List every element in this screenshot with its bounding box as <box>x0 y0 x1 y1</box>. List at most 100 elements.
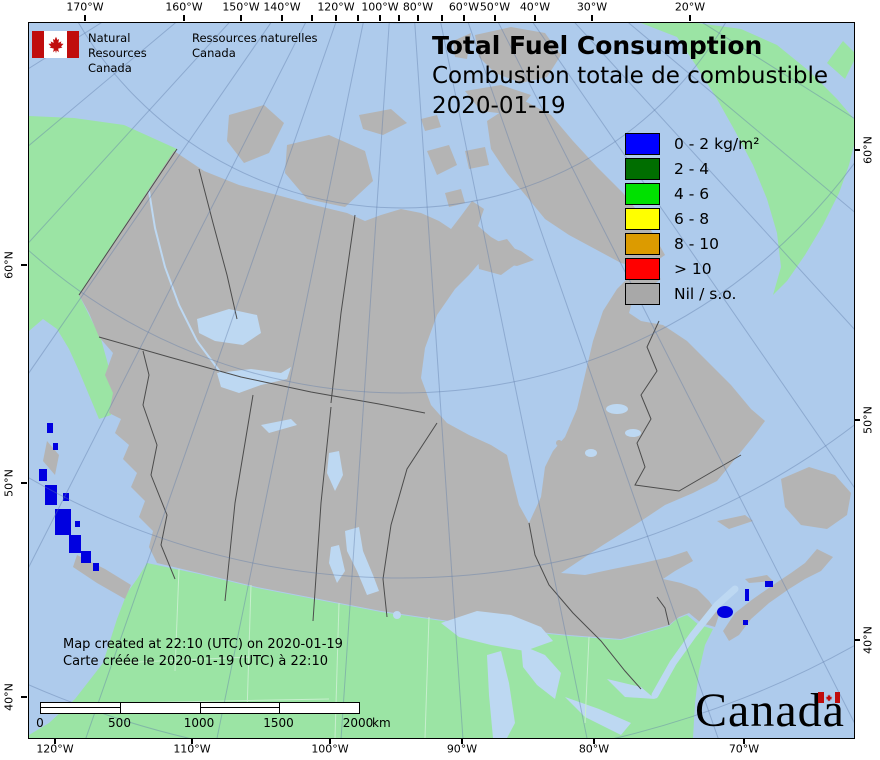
scale-label: 1000 <box>183 716 215 730</box>
axis-label: 100°W <box>361 0 399 14</box>
axis-tick <box>689 15 691 21</box>
axis-label: 60°N <box>861 136 875 164</box>
scale-label: 2000 <box>342 716 374 730</box>
scale-segment <box>200 703 281 713</box>
lakes <box>197 309 655 738</box>
legend-label: 2 - 4 <box>674 159 710 178</box>
axis-label: 70°W <box>728 742 760 756</box>
map-credit: Map created at 22:10 (UTC) on 2020-01-19… <box>63 636 343 670</box>
axis-tick <box>854 639 860 641</box>
canada-map <box>29 23 854 738</box>
title-fr: Combustion totale de combustible <box>432 63 829 89</box>
map-canvas <box>28 22 855 739</box>
axis-tick <box>534 15 536 21</box>
axis-tick <box>21 482 27 484</box>
legend-label: 6 - 8 <box>674 209 710 228</box>
axis-tick <box>240 15 242 21</box>
axis-tick <box>463 15 465 21</box>
legend-row: > 10 <box>625 256 759 281</box>
axis-label: 60°N <box>2 251 16 279</box>
usa <box>29 563 713 738</box>
scale-segment <box>280 703 359 713</box>
axis-tick <box>281 15 283 21</box>
scale-segment <box>121 703 201 713</box>
axis-tick <box>329 738 331 744</box>
credit-line-en: Map created at 22:10 (UTC) on 2020-01-19 <box>63 637 343 652</box>
axis-label: 110°W <box>173 742 211 756</box>
legend-swatch <box>625 257 660 280</box>
wordmark-flag-icon <box>818 692 840 703</box>
legend-swatch <box>625 232 660 255</box>
parallel-line <box>29 162 854 394</box>
axis-label: 100°W <box>311 742 349 756</box>
legend-label: 0 - 2 kg/m² <box>674 134 760 153</box>
axis-tick <box>461 738 463 744</box>
title-en: Total Fuel Consumption <box>432 31 763 60</box>
axis-label: 20°W <box>674 0 706 14</box>
legend-swatch <box>625 182 660 205</box>
axis-label: 40°N <box>861 626 875 654</box>
greenland <box>641 23 854 295</box>
axis-label: 150°W <box>222 0 260 14</box>
alaska <box>29 116 177 419</box>
dept-en-line1: Natural Resources <box>88 31 147 60</box>
axis-label: 120°W <box>317 0 355 14</box>
legend-label: > 10 <box>674 259 712 278</box>
meridian-line <box>414 23 464 738</box>
legend-row: 4 - 6 <box>625 181 759 206</box>
meridian-line <box>216 23 364 738</box>
axis-label: 30°W <box>576 0 608 14</box>
meridian-line <box>440 23 588 738</box>
gov-header: Natural Resources Canada Ressources natu… <box>32 31 318 76</box>
axis-tick <box>335 15 337 21</box>
axis-label: 50°N <box>861 406 875 434</box>
axis-tick <box>21 696 27 698</box>
legend-row: 6 - 8 <box>625 206 759 231</box>
axis-label: 50°W <box>479 0 511 14</box>
st-lawrence-river <box>651 585 739 699</box>
legend-swatch <box>625 207 660 230</box>
credit-line-fr: Carte créée le 2020-01-19 (UTC) à 22:10 <box>63 654 328 669</box>
axis-tick <box>854 419 860 421</box>
graticule <box>29 23 854 738</box>
scale-label: 0 <box>36 716 44 730</box>
axis-label: 140°W <box>263 0 301 14</box>
scale-bar <box>40 702 360 714</box>
axis-tick <box>311 15 313 21</box>
meridian-line <box>85 23 337 738</box>
axis-tick <box>357 15 359 21</box>
axis-label: 60°W <box>448 0 480 14</box>
legend-row: Nil / s.o. <box>625 281 759 306</box>
axis-label: 170°W <box>66 0 104 14</box>
axis-tick <box>183 15 185 21</box>
dept-fr-line2: Canada <box>192 46 236 60</box>
axis-tick <box>379 15 381 21</box>
canada-islands <box>43 27 851 641</box>
axis-label: 40°W <box>519 0 551 14</box>
maple-leaf-icon <box>825 693 833 702</box>
legend-label: 8 - 10 <box>674 234 720 253</box>
canada-mainland <box>79 151 765 639</box>
scale-unit: km <box>372 716 391 730</box>
axis-label: 80°W <box>402 0 434 14</box>
title-date: 2020-01-19 <box>432 93 566 119</box>
legend-label: Nil / s.o. <box>674 284 737 303</box>
axis-tick <box>417 15 419 21</box>
canada-wordmark: Canada <box>695 686 845 736</box>
legend-swatch <box>625 132 660 155</box>
meridian-line <box>340 23 390 738</box>
axis-label: 40°N <box>2 683 16 711</box>
axis-tick <box>593 738 595 744</box>
scale-label: 1500 <box>263 716 294 730</box>
axis-label: 160°W <box>165 0 203 14</box>
dept-en-line2: Canada <box>88 61 132 75</box>
meridian-line <box>532 23 854 488</box>
meridian-line <box>467 23 719 738</box>
dept-fr-line1: Ressources naturelles <box>192 31 318 45</box>
canada-flag-icon <box>32 31 79 58</box>
parallel-line <box>29 424 854 579</box>
axis-tick <box>743 738 745 744</box>
legend-row: 2 - 4 <box>625 156 759 181</box>
scale-segment <box>41 703 121 713</box>
